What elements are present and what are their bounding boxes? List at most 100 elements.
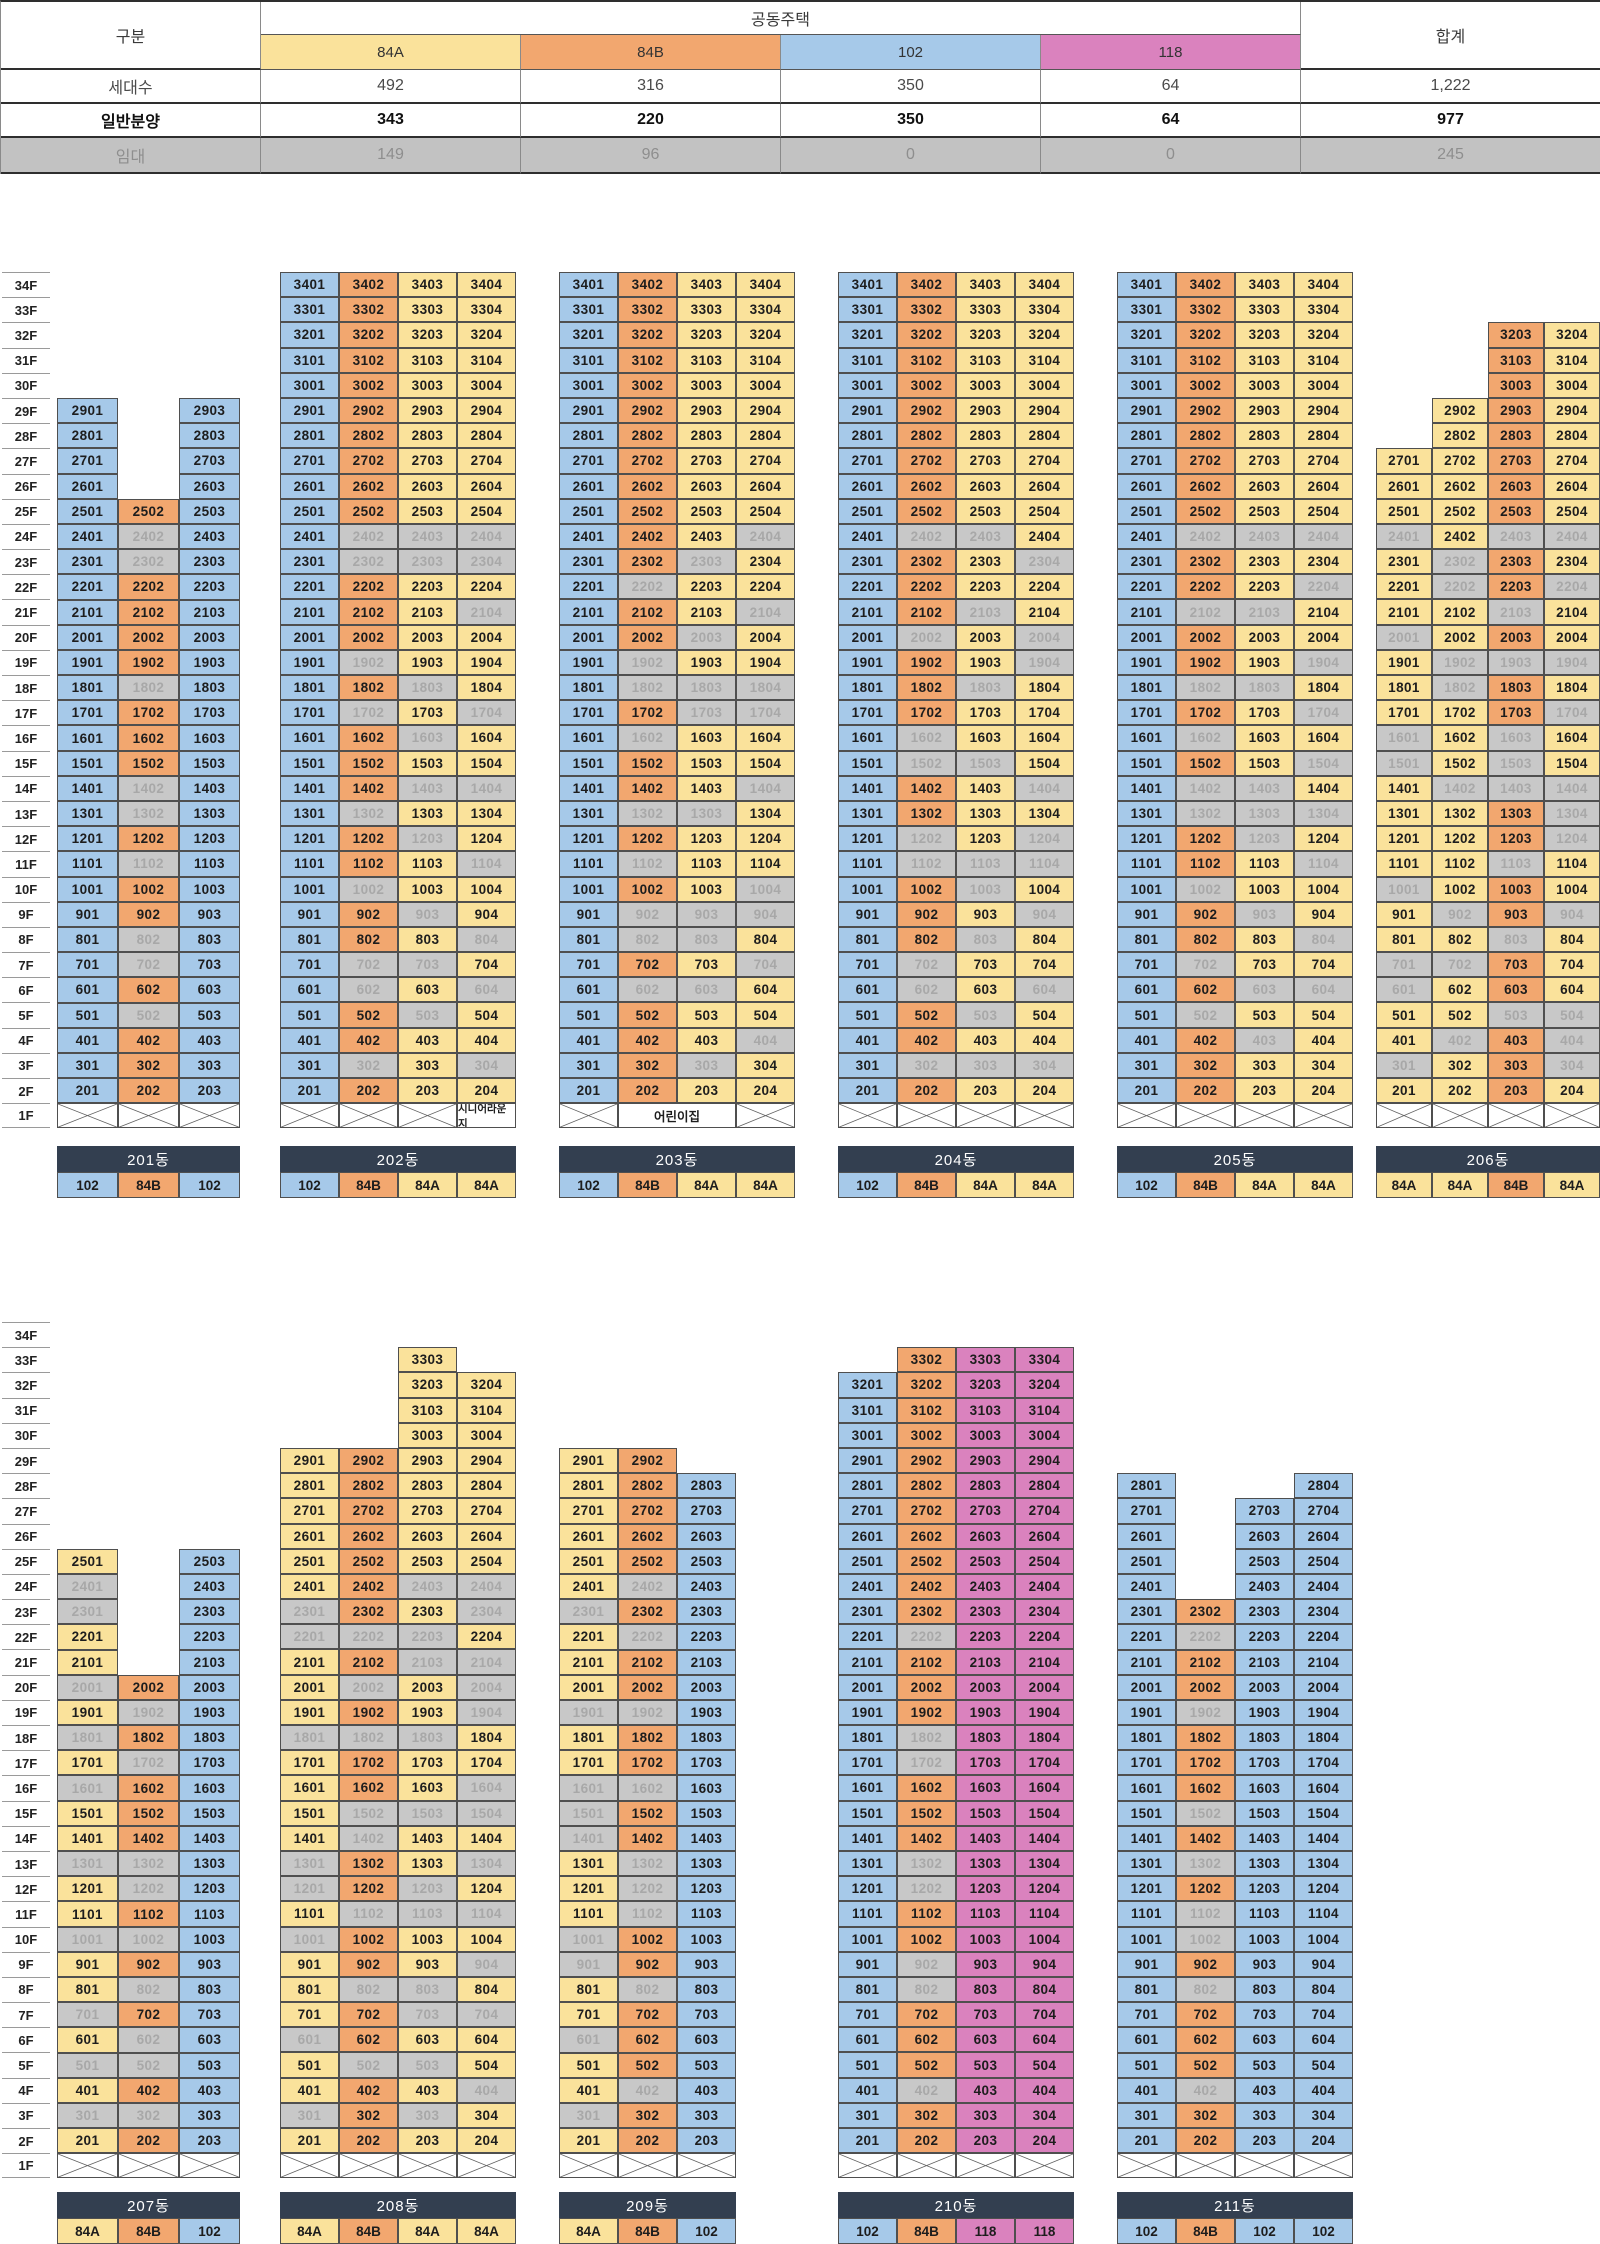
unit-cell: 2403 [179,1573,240,1600]
unit-cell: 3402 [339,272,398,298]
building-grid-204동: 3401 3402 3403 3404 3301 3302 3303 3304 3201 3202… [838,272,1074,1129]
unit-cell: 501 [1117,1002,1176,1028]
crossed-box [1015,1103,1074,1129]
cross-icon [1177,2154,1234,2177]
unit-cell: 2501 [57,1548,118,1574]
unit-cell: 203 [179,1078,240,1104]
unit-cell: 3103 [1235,347,1294,373]
floor-label: 22F [2,1624,50,1649]
unit-cell: 204 [1294,1078,1353,1104]
unit-cell: 3303 [956,1347,1015,1373]
unit-cell: 202 [897,2128,956,2154]
unit-cell: 1803 [956,1725,1015,1751]
unit-cell: 3204 [1015,1372,1074,1398]
unit-cell: 603 [1235,2027,1294,2053]
unit-cell: 2703 [956,1498,1015,1524]
unit-cell: 2002 [1176,624,1235,650]
unit-cell: 3303 [1235,297,1294,323]
unit-cell: 2403 [179,523,240,550]
unit-cell: 502 [897,1002,956,1028]
footer-type-cell: 84A [1294,1172,1353,1198]
crossed-box [897,1103,956,1129]
unit-cell: 2802 [339,423,398,449]
unit-cell: 1103 [398,851,457,877]
unit-cell: 2501 [1117,1548,1176,1574]
footer-type-cell: 102 [1294,2218,1353,2244]
unit-cell: 3101 [838,347,897,373]
unit-cell: 1401 [559,1825,618,1851]
unit-cell: 1802 [1432,675,1488,701]
unit-cell: 1603 [1235,725,1294,751]
unit-cell: 1104 [736,851,795,877]
building-type-row: 84A 84B 84A 84A [280,2218,516,2244]
unit-cell: 2302 [339,1599,398,1625]
unit-cell: 3001 [838,372,897,398]
unit-cell: 2301 [1117,549,1176,575]
unit-cell: 2202 [1176,574,1235,600]
unit-cell: 3101 [280,347,339,373]
unit-cell: 3004 [457,372,516,398]
unit-cell: 1901 [57,1699,118,1726]
unit-cell: 802 [897,1976,956,2003]
unit-cell: 1804 [1294,1725,1353,1751]
unit-cell: 2801 [559,423,618,449]
unit-cell: 2004 [457,1674,516,1700]
unit-cell: 2902 [1432,397,1488,424]
unit-cell: 2604 [457,1523,516,1549]
unit-cell: 802 [339,926,398,953]
building-grid-208동: 3303 3203 3204 3103 3104 3003 3004 2901 2902 2903… [280,1347,516,2179]
unit-cell: 703 [398,952,457,978]
floor-label: 31F [2,347,50,373]
unit-cell: 3104 [1544,347,1600,373]
unit-cell: 303 [956,1052,1015,1078]
unit-cell: 202 [339,1078,398,1104]
empty-slot [280,1398,339,1423]
unit-cell: 2703 [677,1498,736,1524]
footer-type-cell: 118 [1015,2218,1074,2244]
building-grid-205동: 3401 3402 3403 3404 3301 3302 3303 3304 3201 3202… [1117,272,1353,1129]
unit-cell: 201 [559,1078,618,1104]
unit-cell: 3202 [1176,322,1235,348]
unit-cell: 803 [1235,926,1294,953]
unit-cell: 1503 [956,1800,1015,1826]
unit-cell: 3302 [897,1347,956,1373]
unit-cell: 602 [339,2027,398,2053]
unit-cell: 1001 [559,876,618,902]
unit-cell: 1803 [398,675,457,701]
unit-cell: 3403 [1235,272,1294,298]
building-name-bar: 211동 [1117,2192,1353,2218]
unit-cell: 601 [559,2027,618,2053]
unit-cell: 703 [1488,952,1544,978]
unit-cell: 2503 [1488,498,1544,524]
unit-cell: 3202 [618,322,677,348]
unit-cell: 1502 [618,1800,677,1826]
unit-cell: 2601 [280,1523,339,1549]
unit-cell: 302 [118,1052,179,1079]
unit-cell: 1904 [1544,649,1600,676]
unit-cell: 3003 [398,372,457,398]
unit-cell: 1902 [618,1699,677,1726]
building-grid-207동: 2501 2503 2401 2403 2301 2303 2201 2203 2101 2103… [57,1548,240,2179]
unit-cell: 302 [897,1052,956,1078]
empty-slot [280,1347,339,1372]
unit-cell: 1404 [1294,1825,1353,1851]
unit-cell: 801 [280,1976,339,2003]
unit-cell: 1601 [838,1775,897,1801]
unit-cell: 3301 [280,297,339,323]
crossed-box [1117,2153,1176,2179]
unit-cell: 1802 [618,1725,677,1751]
unit-cell: 502 [1176,2052,1235,2078]
summary-value: 0 [781,138,1041,174]
unit-cell: 1402 [1176,775,1235,801]
summary-value: 350 [781,104,1041,138]
summary-total-header: 합계 [1301,2,1600,70]
unit-cell: 2802 [897,423,956,449]
unit-cell: 3004 [1294,372,1353,398]
footer-type-cell: 84A [1432,1172,1488,1198]
unit-cell: 2004 [1294,624,1353,650]
empty-slot [1235,1473,1294,1498]
unit-cell: 502 [118,1002,179,1028]
unit-cell: 1204 [1544,826,1600,852]
building-name-bar: 208동 [280,2192,516,2218]
